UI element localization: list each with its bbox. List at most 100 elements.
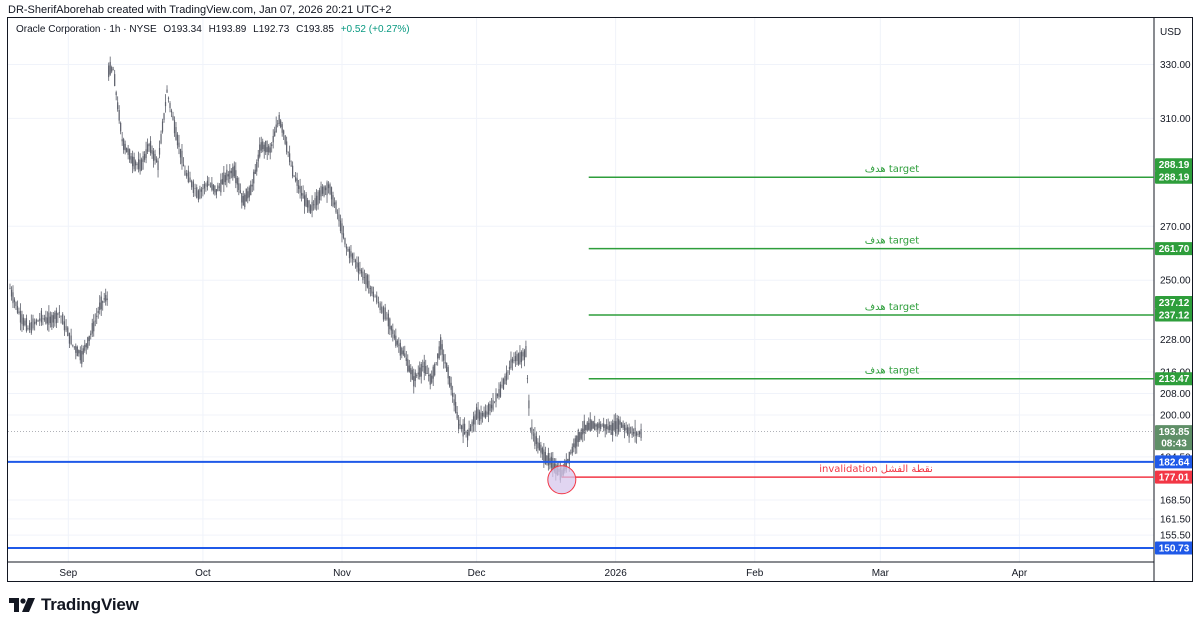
candle-body xyxy=(362,271,364,281)
candle-body xyxy=(510,359,512,368)
candle-body xyxy=(242,196,244,206)
candle-body xyxy=(118,109,120,121)
candle-body xyxy=(535,436,537,445)
candle-body xyxy=(631,427,633,436)
candle-body xyxy=(356,262,358,268)
candle-body xyxy=(366,275,369,288)
candle-body xyxy=(254,169,256,174)
chart-panel[interactable]: 155.50161.50168.50184.50200.00208.00216.… xyxy=(7,17,1193,582)
candle-body xyxy=(419,367,421,377)
candle-body xyxy=(235,170,237,184)
candle-body xyxy=(317,191,319,205)
candle-body xyxy=(490,404,493,409)
candle-body xyxy=(269,147,271,153)
candle-body xyxy=(172,115,174,120)
price-tag-text: 288.19 xyxy=(1159,173,1190,184)
candle-body xyxy=(241,193,243,203)
price-tag-bg xyxy=(1155,541,1192,555)
candle-body xyxy=(540,444,542,453)
candle-body xyxy=(161,121,164,132)
candle-body xyxy=(382,307,385,320)
candle-body xyxy=(311,201,313,211)
candle-body xyxy=(182,164,185,167)
candle-body xyxy=(257,154,259,162)
price-tick-label: 310.00 xyxy=(1160,114,1191,125)
candle-body xyxy=(271,144,273,146)
candle-body xyxy=(268,145,270,153)
candle-body xyxy=(187,170,189,183)
chart-svg[interactable]: 155.50161.50168.50184.50200.00208.00216.… xyxy=(8,18,1193,582)
tradingview-logo-icon xyxy=(9,598,35,612)
candle-body xyxy=(130,156,132,164)
candle-body xyxy=(323,186,325,196)
candle-body xyxy=(22,317,25,326)
candle-body xyxy=(531,427,533,435)
candle-body xyxy=(502,378,505,390)
candle-body xyxy=(217,185,219,192)
candle-body xyxy=(376,295,378,303)
candle-body xyxy=(320,186,322,197)
candle-body xyxy=(318,190,321,201)
candle-body xyxy=(484,410,487,418)
candle-body xyxy=(296,178,298,186)
candle-body xyxy=(390,325,392,331)
candle-body xyxy=(393,334,395,339)
price-tag-support: 182.64 xyxy=(1155,455,1192,468)
candle-body xyxy=(299,186,301,193)
candle-body xyxy=(312,204,315,206)
candle-body xyxy=(487,403,490,415)
candle-body xyxy=(621,422,623,428)
candle-body xyxy=(495,393,497,402)
candle-body xyxy=(173,120,176,134)
tradingview-branding[interactable]: TradingView xyxy=(9,594,139,616)
symbol-name: Oracle Corporation · 1h · NYSE xyxy=(16,24,157,35)
candle-body xyxy=(29,322,31,331)
candle-body xyxy=(594,423,596,431)
candle-body xyxy=(12,292,14,304)
candle-body xyxy=(387,313,389,327)
candle-body xyxy=(189,177,191,183)
candle-body xyxy=(624,424,626,431)
candle-body xyxy=(197,190,200,200)
candle-body xyxy=(43,318,45,320)
candle-body xyxy=(547,453,549,466)
candle-body xyxy=(78,350,80,354)
price-tag-target: 213.47 xyxy=(1155,372,1192,385)
price-tag-bg xyxy=(1155,242,1192,256)
candle-body xyxy=(609,424,611,431)
candle-body xyxy=(102,301,104,303)
candle-body xyxy=(359,268,361,271)
candle-body xyxy=(632,431,635,434)
candle-body xyxy=(30,321,32,333)
candle-body xyxy=(114,74,116,86)
candle-body xyxy=(434,364,436,376)
candle-body xyxy=(84,345,86,351)
candle-body xyxy=(336,212,339,214)
currency-label: USD xyxy=(1160,27,1181,38)
candle-body xyxy=(534,433,536,446)
candle-body xyxy=(570,452,572,454)
candle-body xyxy=(99,302,101,310)
candle-body xyxy=(239,190,241,193)
legend-open: O193.34 xyxy=(163,24,202,35)
candle-body xyxy=(544,451,546,464)
candle-body xyxy=(214,185,216,193)
candle-body xyxy=(94,320,96,322)
candle-body xyxy=(478,411,481,421)
time-tick-label: Mar xyxy=(872,568,890,579)
candle-body xyxy=(221,178,223,185)
candle-body xyxy=(472,416,475,425)
price-tag-invalidation: 177.01 xyxy=(1155,470,1192,484)
price-tick-label: 250.00 xyxy=(1160,276,1191,287)
candle-body xyxy=(583,420,585,434)
candle-body xyxy=(480,412,482,419)
candle-body xyxy=(597,423,599,430)
candle-body xyxy=(333,202,336,205)
candle-body xyxy=(505,372,508,381)
candle-body xyxy=(498,389,500,398)
price-tag-bg xyxy=(1155,470,1192,484)
candle-body xyxy=(160,134,162,144)
candle-body xyxy=(606,424,608,430)
candle-body xyxy=(19,310,22,323)
candle-body xyxy=(63,321,65,331)
